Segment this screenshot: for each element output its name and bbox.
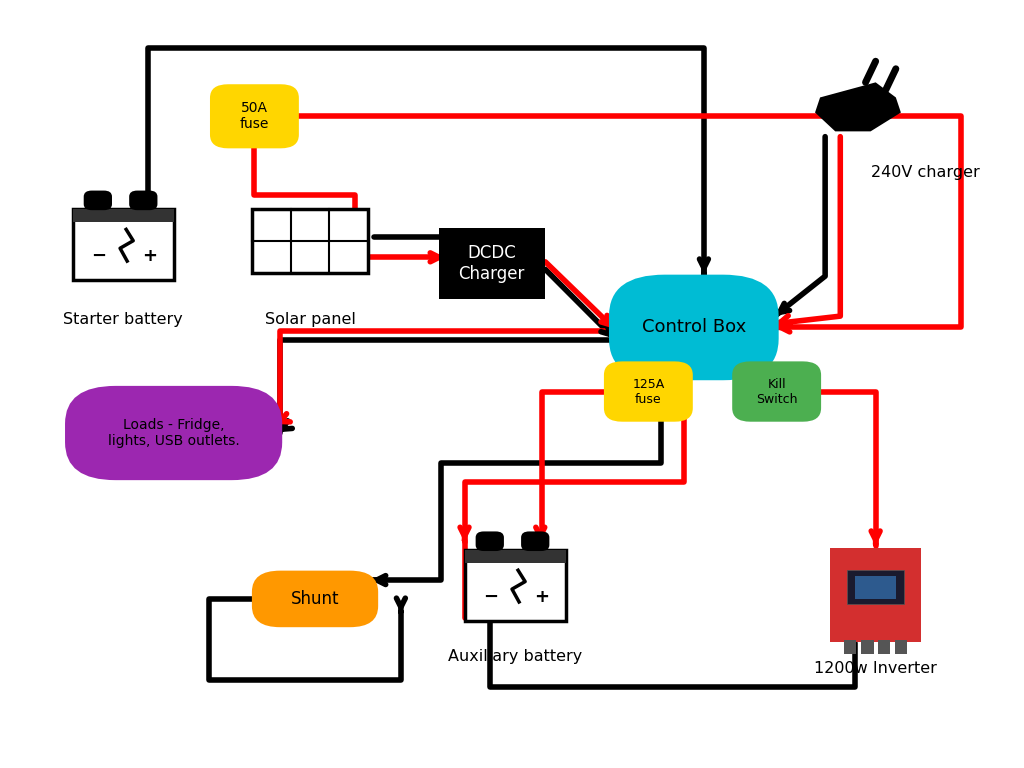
Polygon shape	[815, 82, 901, 131]
FancyBboxPatch shape	[84, 190, 112, 210]
Bar	[252, 209, 368, 273]
Text: 50A
fuse: 50A fuse	[240, 101, 269, 131]
Bar	[878, 640, 890, 654]
Bar	[855, 576, 896, 599]
FancyBboxPatch shape	[732, 362, 821, 422]
Bar	[895, 640, 907, 654]
Bar	[438, 227, 545, 300]
Text: −: −	[483, 588, 499, 606]
Text: Loads - Fridge,
lights, USB outlets.: Loads - Fridge, lights, USB outlets.	[108, 418, 240, 448]
FancyBboxPatch shape	[210, 84, 299, 148]
FancyBboxPatch shape	[129, 190, 158, 210]
Text: Shunt: Shunt	[291, 590, 339, 608]
Text: Auxiliary battery: Auxiliary battery	[447, 650, 583, 664]
Text: −: −	[91, 247, 106, 265]
Bar	[847, 571, 904, 604]
Text: Solar panel: Solar panel	[264, 313, 355, 327]
Bar	[845, 640, 856, 654]
Text: 125A
fuse: 125A fuse	[632, 378, 665, 406]
Bar	[73, 209, 174, 222]
FancyBboxPatch shape	[604, 362, 693, 422]
FancyBboxPatch shape	[66, 386, 283, 480]
FancyBboxPatch shape	[252, 571, 378, 627]
FancyBboxPatch shape	[521, 531, 549, 551]
Bar	[465, 550, 565, 563]
Bar	[465, 550, 565, 621]
Text: 240V charger: 240V charger	[870, 165, 979, 180]
Bar	[830, 548, 922, 642]
Text: DCDC
Charger: DCDC Charger	[459, 244, 525, 283]
Text: Kill
Switch: Kill Switch	[756, 378, 798, 406]
Text: +: +	[534, 588, 549, 606]
Bar	[861, 640, 873, 654]
FancyBboxPatch shape	[475, 531, 504, 551]
Text: 1200w Inverter: 1200w Inverter	[814, 660, 937, 676]
Text: Starter battery: Starter battery	[63, 313, 183, 327]
FancyBboxPatch shape	[609, 275, 778, 380]
Bar	[73, 209, 174, 280]
Text: +: +	[142, 247, 157, 265]
Text: Control Box: Control Box	[642, 319, 745, 336]
